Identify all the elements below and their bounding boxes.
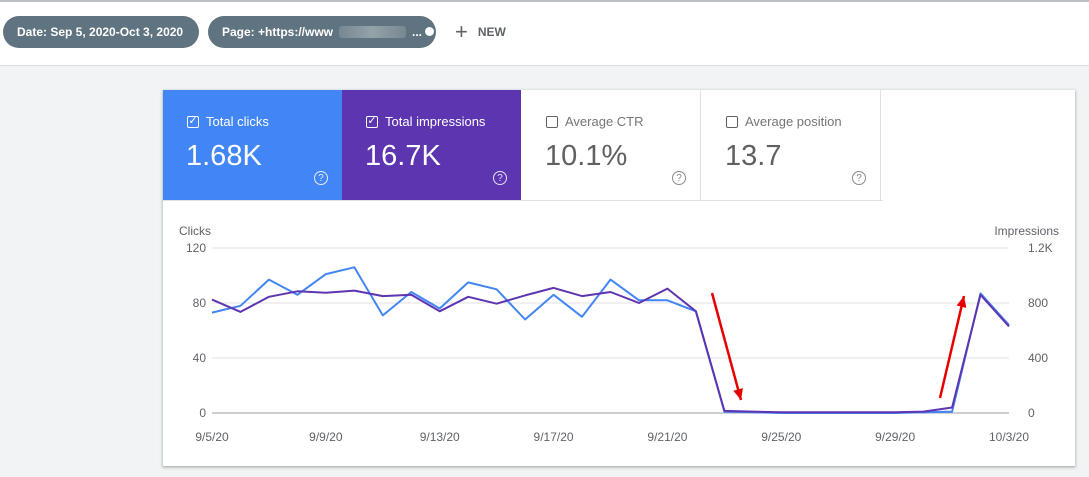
checkbox-checked-icon[interactable]: ✓ [366, 115, 378, 128]
plus-icon: + [455, 19, 468, 44]
page-filter-chip[interactable]: Page: +https://www ... [208, 16, 436, 48]
help-icon[interactable]: ? [852, 171, 866, 185]
right-axis-title: Impressions [994, 224, 1059, 238]
left-tick-label: 0 [199, 406, 206, 420]
arrow-shaft [938, 295, 966, 399]
checkbox-unchecked-icon[interactable] [726, 115, 738, 128]
right-axis-ticks: 1.2K 800 400 0 [1028, 241, 1053, 420]
checkbox-unchecked-icon[interactable] [546, 115, 558, 128]
metric-clicks-label: Total clicks [206, 114, 269, 129]
metric-impressions-label: Total impressions [385, 114, 486, 129]
x-tick-label: 9/5/20 [195, 430, 229, 444]
date-filter-label: Date: Sep 5, 2020-Oct 3, 2020 [17, 25, 184, 39]
new-filter-label: NEW [477, 25, 506, 39]
arrow-shaft [710, 292, 743, 401]
arrow-head [956, 296, 967, 308]
metric-tile-position[interactable]: Average position 13.7 ? [702, 90, 881, 200]
x-tick-label: 9/17/20 [534, 430, 574, 444]
metric-ctr-label: Average CTR [565, 114, 644, 129]
clicks-series-line [211, 266, 1010, 414]
left-axis-ticks: 120 80 40 0 [186, 241, 206, 420]
metric-position-value: 13.7 [725, 140, 782, 172]
metric-clicks-value: 1.68K [186, 140, 262, 172]
redacted-url-blur [339, 26, 406, 38]
metric-impressions-header: ✓ Total impressions [366, 114, 485, 129]
left-tick-label: 120 [186, 241, 206, 255]
metric-position-label: Average position [745, 114, 842, 129]
metric-ctr-value: 10.1% [545, 140, 628, 172]
metric-tile-ctr[interactable]: Average CTR 10.1% ? [522, 90, 701, 200]
impressions-series-line [211, 286, 1010, 414]
new-filter-button[interactable]: + NEW [455, 20, 506, 44]
metric-position-header: Average position [726, 114, 842, 129]
right-tick-label: 1.2K [1028, 241, 1053, 255]
arrow-head [733, 388, 743, 400]
recovery-arrow [938, 295, 967, 399]
page-filter-label: Page: +https://www [222, 25, 334, 39]
right-tick-label: 0 [1028, 406, 1035, 420]
right-tick-label: 800 [1028, 296, 1048, 310]
drop-arrow [710, 292, 743, 401]
left-tick-label: 40 [193, 351, 207, 365]
x-tick-label: 9/21/20 [647, 430, 687, 444]
chip-remove-icon[interactable] [425, 27, 434, 36]
page-filter-ellipsis: ... [411, 25, 422, 39]
metric-ctr-header: Average CTR [546, 114, 644, 129]
checkbox-checked-icon[interactable]: ✓ [187, 115, 199, 128]
metric-impressions-value: 16.7K [365, 140, 441, 172]
annotation-arrows [710, 292, 967, 401]
x-tick-label: 9/9/20 [309, 430, 343, 444]
tile-divider [163, 200, 883, 201]
x-tick-label: 10/3/20 [989, 430, 1029, 444]
left-tick-label: 80 [193, 296, 207, 310]
metric-tile-clicks[interactable]: ✓ Total clicks 1.68K ? [163, 90, 342, 200]
performance-card: ✓ Total clicks 1.68K ? ✓ Total impressio… [163, 90, 1075, 466]
help-icon[interactable]: ? [493, 171, 507, 185]
right-tick-label: 400 [1028, 351, 1048, 365]
help-icon[interactable]: ? [672, 171, 686, 185]
x-tick-label: 9/25/20 [761, 430, 801, 444]
help-icon[interactable]: ? [314, 171, 328, 185]
x-tick-label: 9/13/20 [420, 430, 460, 444]
metric-clicks-header: ✓ Total clicks [187, 114, 269, 129]
filter-bar: Date: Sep 5, 2020-Oct 3, 2020 Page: +htt… [0, 0, 1089, 66]
metric-tile-impressions[interactable]: ✓ Total impressions 16.7K ? [342, 90, 521, 200]
chart-series [211, 266, 1010, 414]
date-filter-chip[interactable]: Date: Sep 5, 2020-Oct 3, 2020 [3, 16, 199, 48]
left-axis-title: Clicks [179, 224, 211, 238]
x-tick-label: 9/29/20 [875, 430, 915, 444]
x-axis-ticks: 9/5/20 9/9/20 9/13/20 9/17/20 9/21/20 9/25/20… [195, 430, 1029, 444]
